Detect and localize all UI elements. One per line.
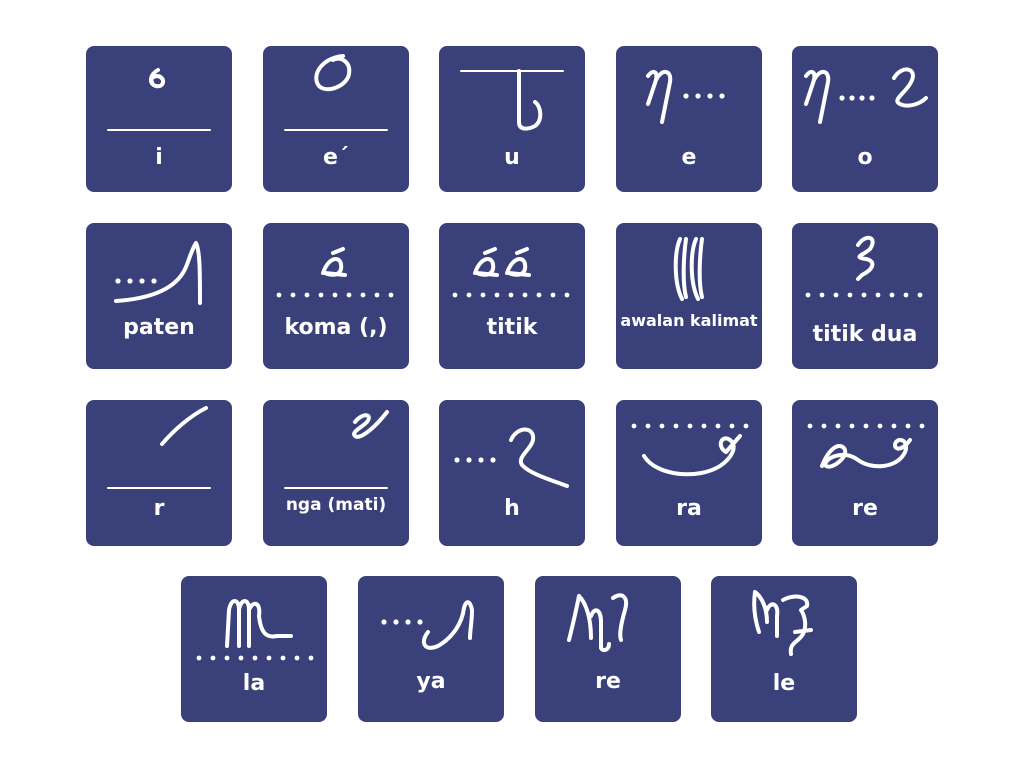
javanese-glyph-icon [805,235,923,298]
tile-ra[interactable]: ra [616,400,762,546]
tile-label: nga (mati) [285,495,387,515]
tile-label: awalan kalimat [620,311,758,330]
javanese-glyph-icon [381,600,474,650]
tile-h[interactable]: h [439,400,585,546]
tile-re-2[interactable]: re [535,576,681,722]
dotted-line [805,292,923,298]
javanese-glyph-icon [752,590,813,656]
javanese-glyph-icon [107,406,211,489]
javanese-glyph-icon [452,247,570,298]
tile-label: i [155,145,163,170]
tile-label: titik [486,315,538,340]
tile-o[interactable]: o [792,46,938,192]
tile-label: e [681,145,697,170]
dotted-line [276,292,394,298]
tile-r[interactable]: r [86,400,232,546]
tile-label: koma (,) [284,315,388,340]
javanese-glyph-icon [107,68,211,131]
javanese-glyph-icon [804,67,928,124]
tile-label: la [242,671,266,696]
javanese-glyph-icon [567,593,628,653]
tile-u[interactable]: u [439,46,585,192]
javanese-glyph-icon [276,247,394,298]
dotted-line [452,292,570,298]
tile-titik[interactable]: titik [439,223,585,369]
javanese-glyph-icon [454,427,569,488]
tile-ya[interactable]: ya [358,576,504,722]
javanese-glyph-icon [673,237,704,301]
javanese-glyph-icon [284,410,389,489]
tile-koma[interactable]: koma (,) [263,223,409,369]
tile-label: ra [676,496,702,521]
tile-nga-mati[interactable]: nga (mati) [263,400,409,546]
tile-label: u [504,145,520,170]
tile-re[interactable]: re [792,400,938,546]
dotted-line [807,423,925,429]
tile-label: e´ [323,145,349,170]
javanese-glyph-icon [631,423,749,477]
javanese-glyph-icon [807,423,925,469]
tile-label: le [772,671,796,696]
tile-e-acute[interactable]: e´ [263,46,409,192]
javanese-glyph-icon [114,241,202,305]
tile-titik-dua[interactable]: titik dua [792,223,938,369]
tile-label: ya [416,669,446,694]
tile-label: re [595,669,621,694]
tile-label: titik dua [812,322,918,347]
tile-i[interactable]: i [86,46,232,192]
tile-paten[interactable]: paten [86,223,232,369]
dotted-line [631,423,749,429]
dotted-line [196,655,314,661]
javanese-glyph-icon [460,69,564,131]
javanese-glyph-icon [196,599,314,661]
tile-la[interactable]: la [181,576,327,722]
javanese-glyph-icon [646,69,725,124]
tile-label: r [153,496,165,521]
tile-label: paten [123,315,195,340]
tile-e[interactable]: e [616,46,762,192]
tile-awalan-kalimat[interactable]: awalan kalimat [616,223,762,369]
tile-label: o [857,145,873,170]
javanese-glyph-icon [284,54,388,131]
tile-label: re [852,496,878,521]
tile-label: h [504,496,520,521]
tile-le[interactable]: le [711,576,857,722]
